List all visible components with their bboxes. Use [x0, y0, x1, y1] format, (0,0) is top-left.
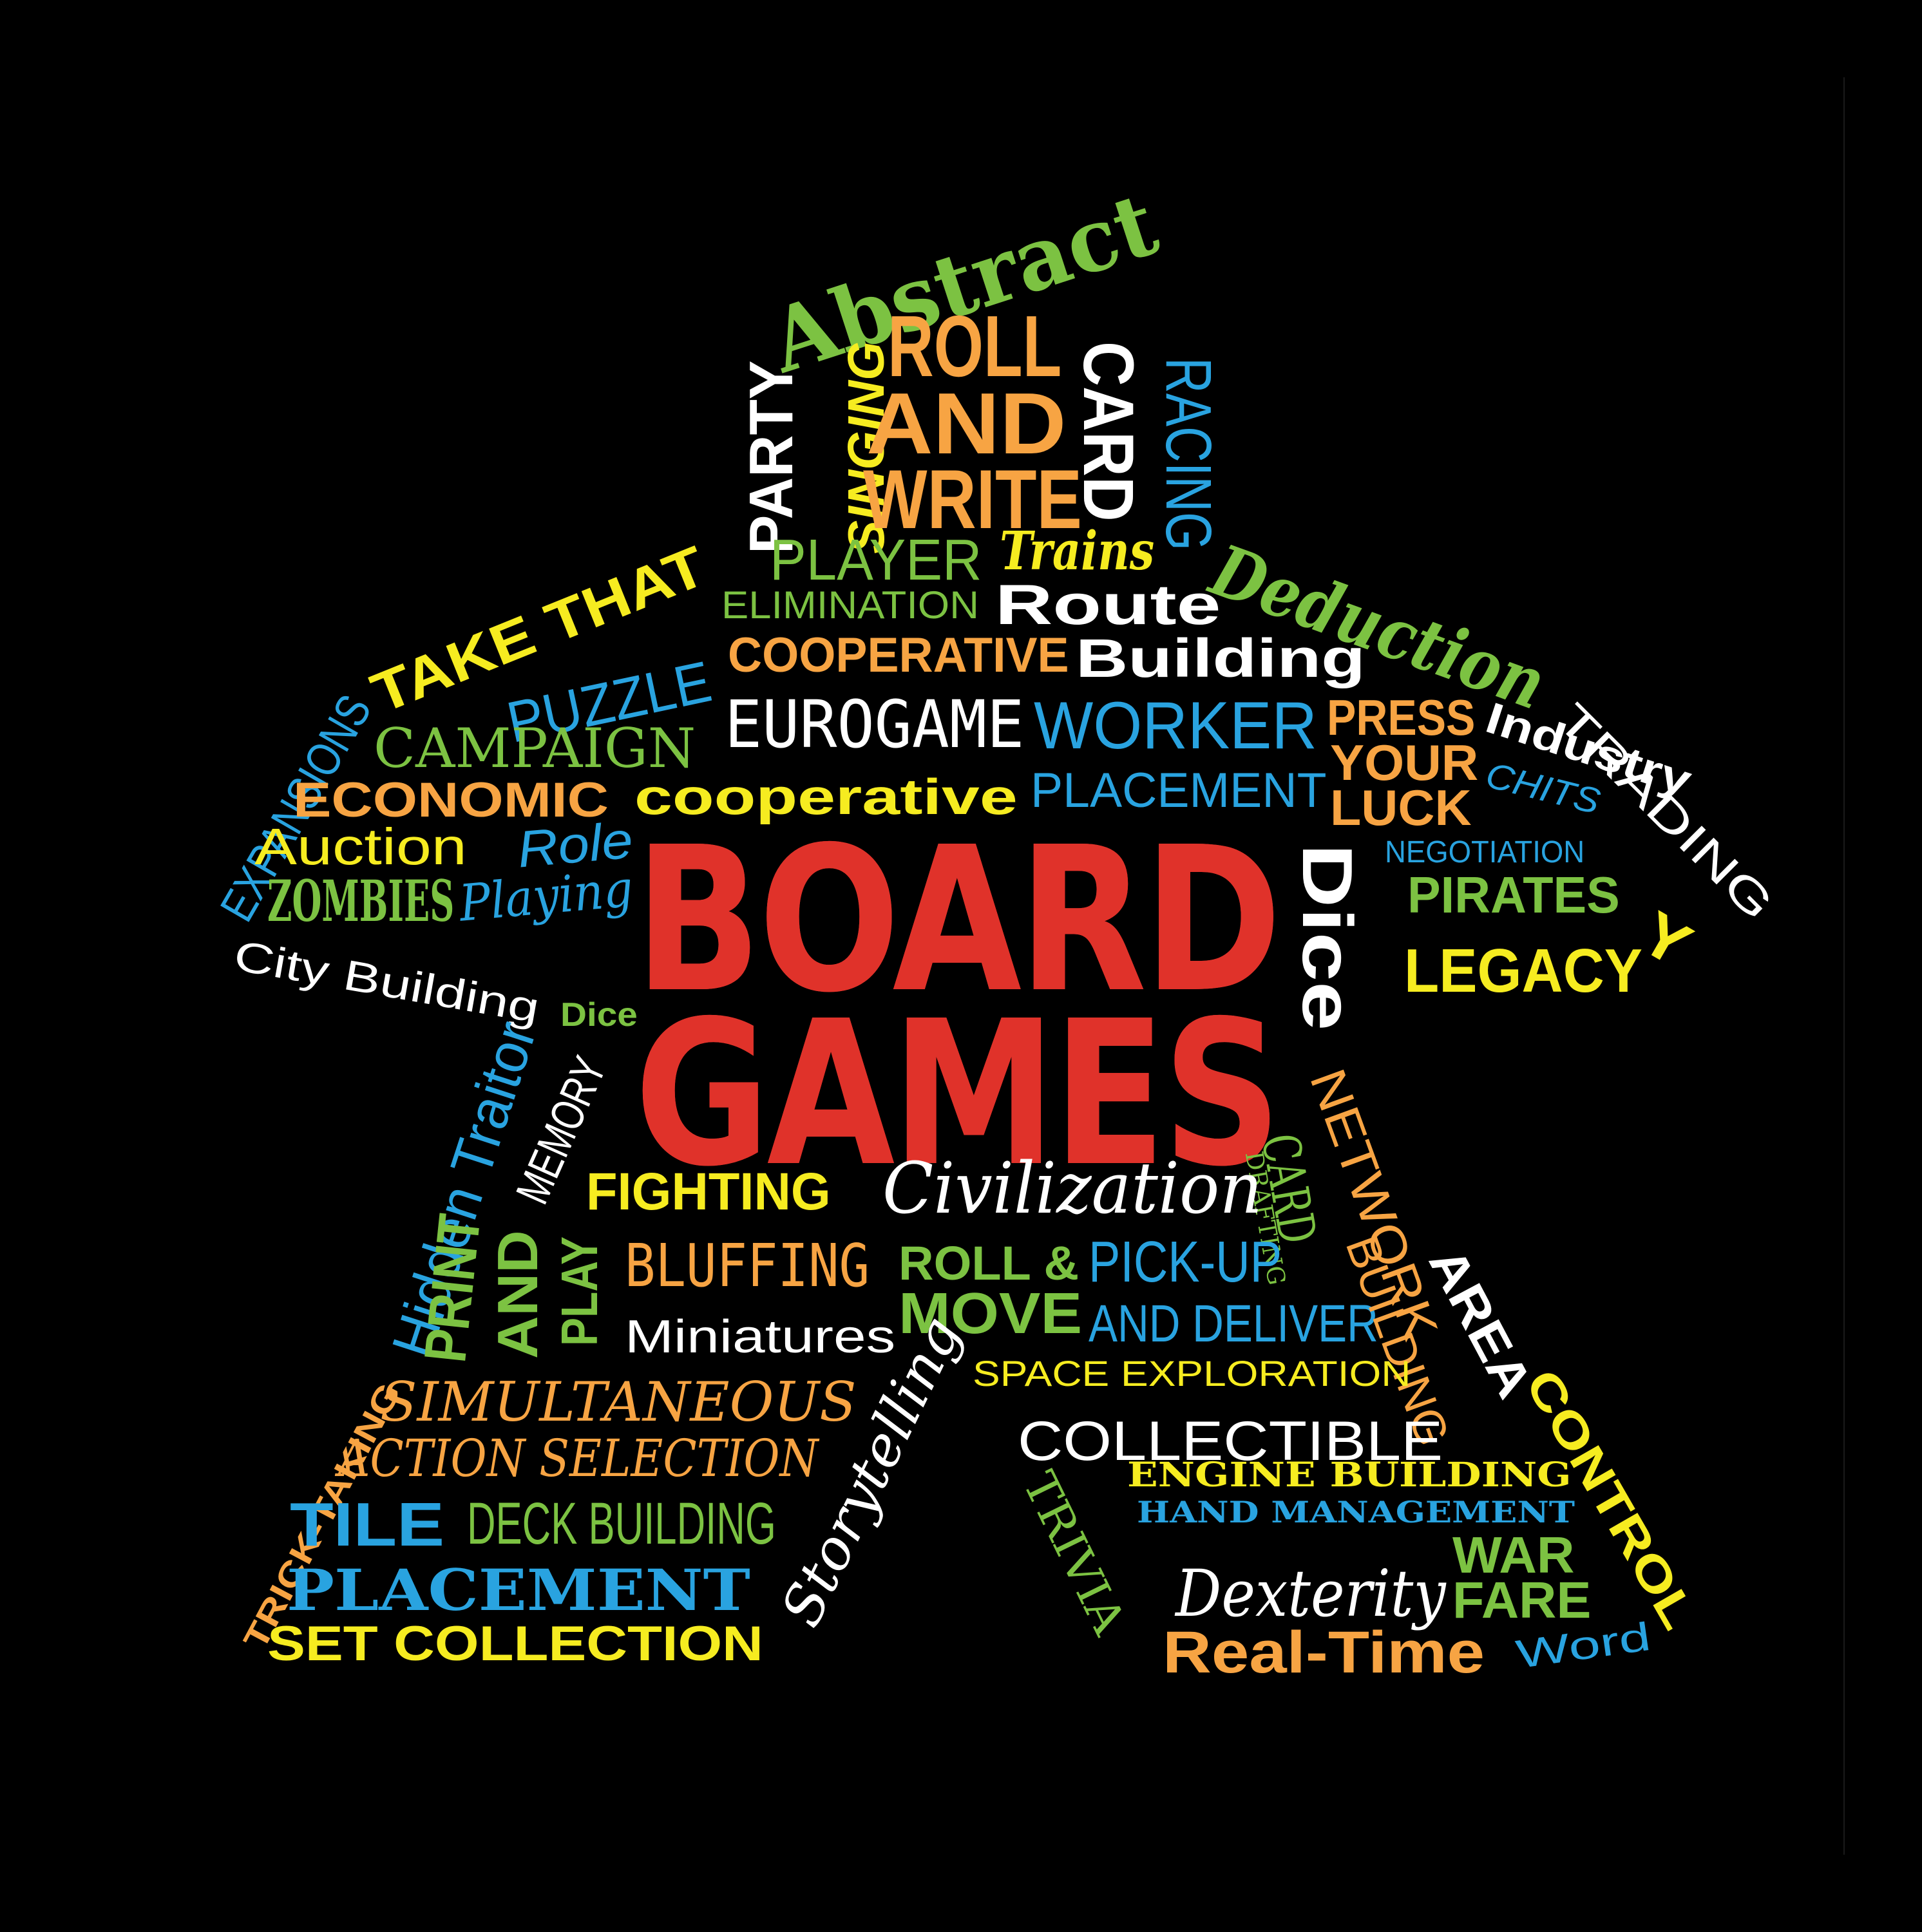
word-write: WRITE	[863, 452, 1082, 546]
word-worker: WORKER	[1034, 688, 1317, 763]
word-press: PRESS	[1327, 689, 1476, 746]
word-and-print: AND	[486, 1230, 549, 1359]
word-city-building: City Building	[230, 931, 544, 1032]
word-roll: ROLL	[888, 298, 1062, 395]
word-placement-bottom: PLACEMENT	[287, 1557, 750, 1624]
word-engine-building: ENGINE BUILDING	[1127, 1455, 1572, 1495]
word-deck-building: DECK BUILDING	[467, 1491, 776, 1557]
word-roll-amp: ROLL &	[899, 1236, 1080, 1290]
word-dice-small: Dice	[560, 996, 638, 1034]
word-playing: Playing	[457, 860, 636, 933]
title-games-fill: GAMES	[634, 978, 1282, 1211]
word-zombies: ZOMBIES	[267, 867, 455, 934]
word-miniatures: Miniatures	[625, 1311, 896, 1363]
word-your: YOUR	[1330, 734, 1479, 791]
word-war: WAR	[1452, 1526, 1575, 1584]
word-move: MOVE	[899, 1282, 1083, 1346]
word-cooperative-caps: COOPERATIVE	[728, 628, 1069, 683]
word-auction: Auction	[254, 818, 467, 875]
word-eurogame: EUROGAME	[725, 687, 1025, 763]
word-and-deliver: AND DELIVER	[1089, 1294, 1378, 1353]
word-party: PARTY	[737, 360, 806, 554]
word-real-time: Real-Time	[1163, 1620, 1485, 1685]
word-space-exploration: SPACE EXPLORATION	[973, 1353, 1411, 1394]
word-placement-top: PLACEMENT	[1031, 763, 1327, 818]
word-set-collection: SET COLLECTION	[267, 1616, 763, 1671]
word-civilization: Civilization	[882, 1147, 1263, 1229]
word-fighting: FIGHTING	[586, 1162, 831, 1221]
word-racing: RACING	[1152, 357, 1224, 551]
word-print: PRINT	[412, 1211, 493, 1366]
word-card: CARD	[1069, 341, 1148, 522]
word-player: PLAYER	[770, 528, 982, 592]
word-collectible: COLLECTIBLE	[1018, 1410, 1443, 1472]
right-edge-line	[1843, 77, 1845, 1855]
word-play: PLAY	[551, 1236, 608, 1346]
word-trivia: TRIVIA	[1012, 1463, 1136, 1643]
title-board-fill: BOARD	[634, 804, 1282, 1037]
word-dexterity: Dexterity	[1175, 1556, 1446, 1631]
word-campaign: CAMPAIGN	[374, 717, 696, 780]
word-bluffing: BLUFFING	[625, 1231, 870, 1300]
word-legacy: LEGACY	[1404, 936, 1643, 1005]
word-route: Route	[995, 573, 1221, 636]
word-tile: TILE	[290, 1490, 444, 1559]
word-simultaneous: SIMULTANEOUS	[380, 1370, 857, 1434]
word-economic: ECONOMIC	[293, 773, 609, 828]
word-elimination: ELIMINATION	[721, 583, 979, 627]
word-building: Building	[1076, 628, 1365, 688]
word-pirates: PIRATES	[1407, 866, 1620, 923]
word-trains: Trains	[1000, 520, 1155, 582]
word-pick-up: PICK-UP	[1089, 1230, 1282, 1294]
word-negotiation: NEGOTIATION	[1385, 835, 1585, 869]
word-and: AND	[866, 375, 1067, 472]
word-dice-big: Dice	[1288, 844, 1367, 1031]
word-cooperative-lower: cooperative	[634, 768, 1018, 825]
word-action-selection: ACTION SELECTION	[338, 1428, 819, 1488]
word-hand-management: HAND MANAGEMENT	[1137, 1495, 1575, 1530]
word-fare: FARE	[1452, 1571, 1592, 1629]
word-luck: LUCK	[1330, 779, 1472, 836]
